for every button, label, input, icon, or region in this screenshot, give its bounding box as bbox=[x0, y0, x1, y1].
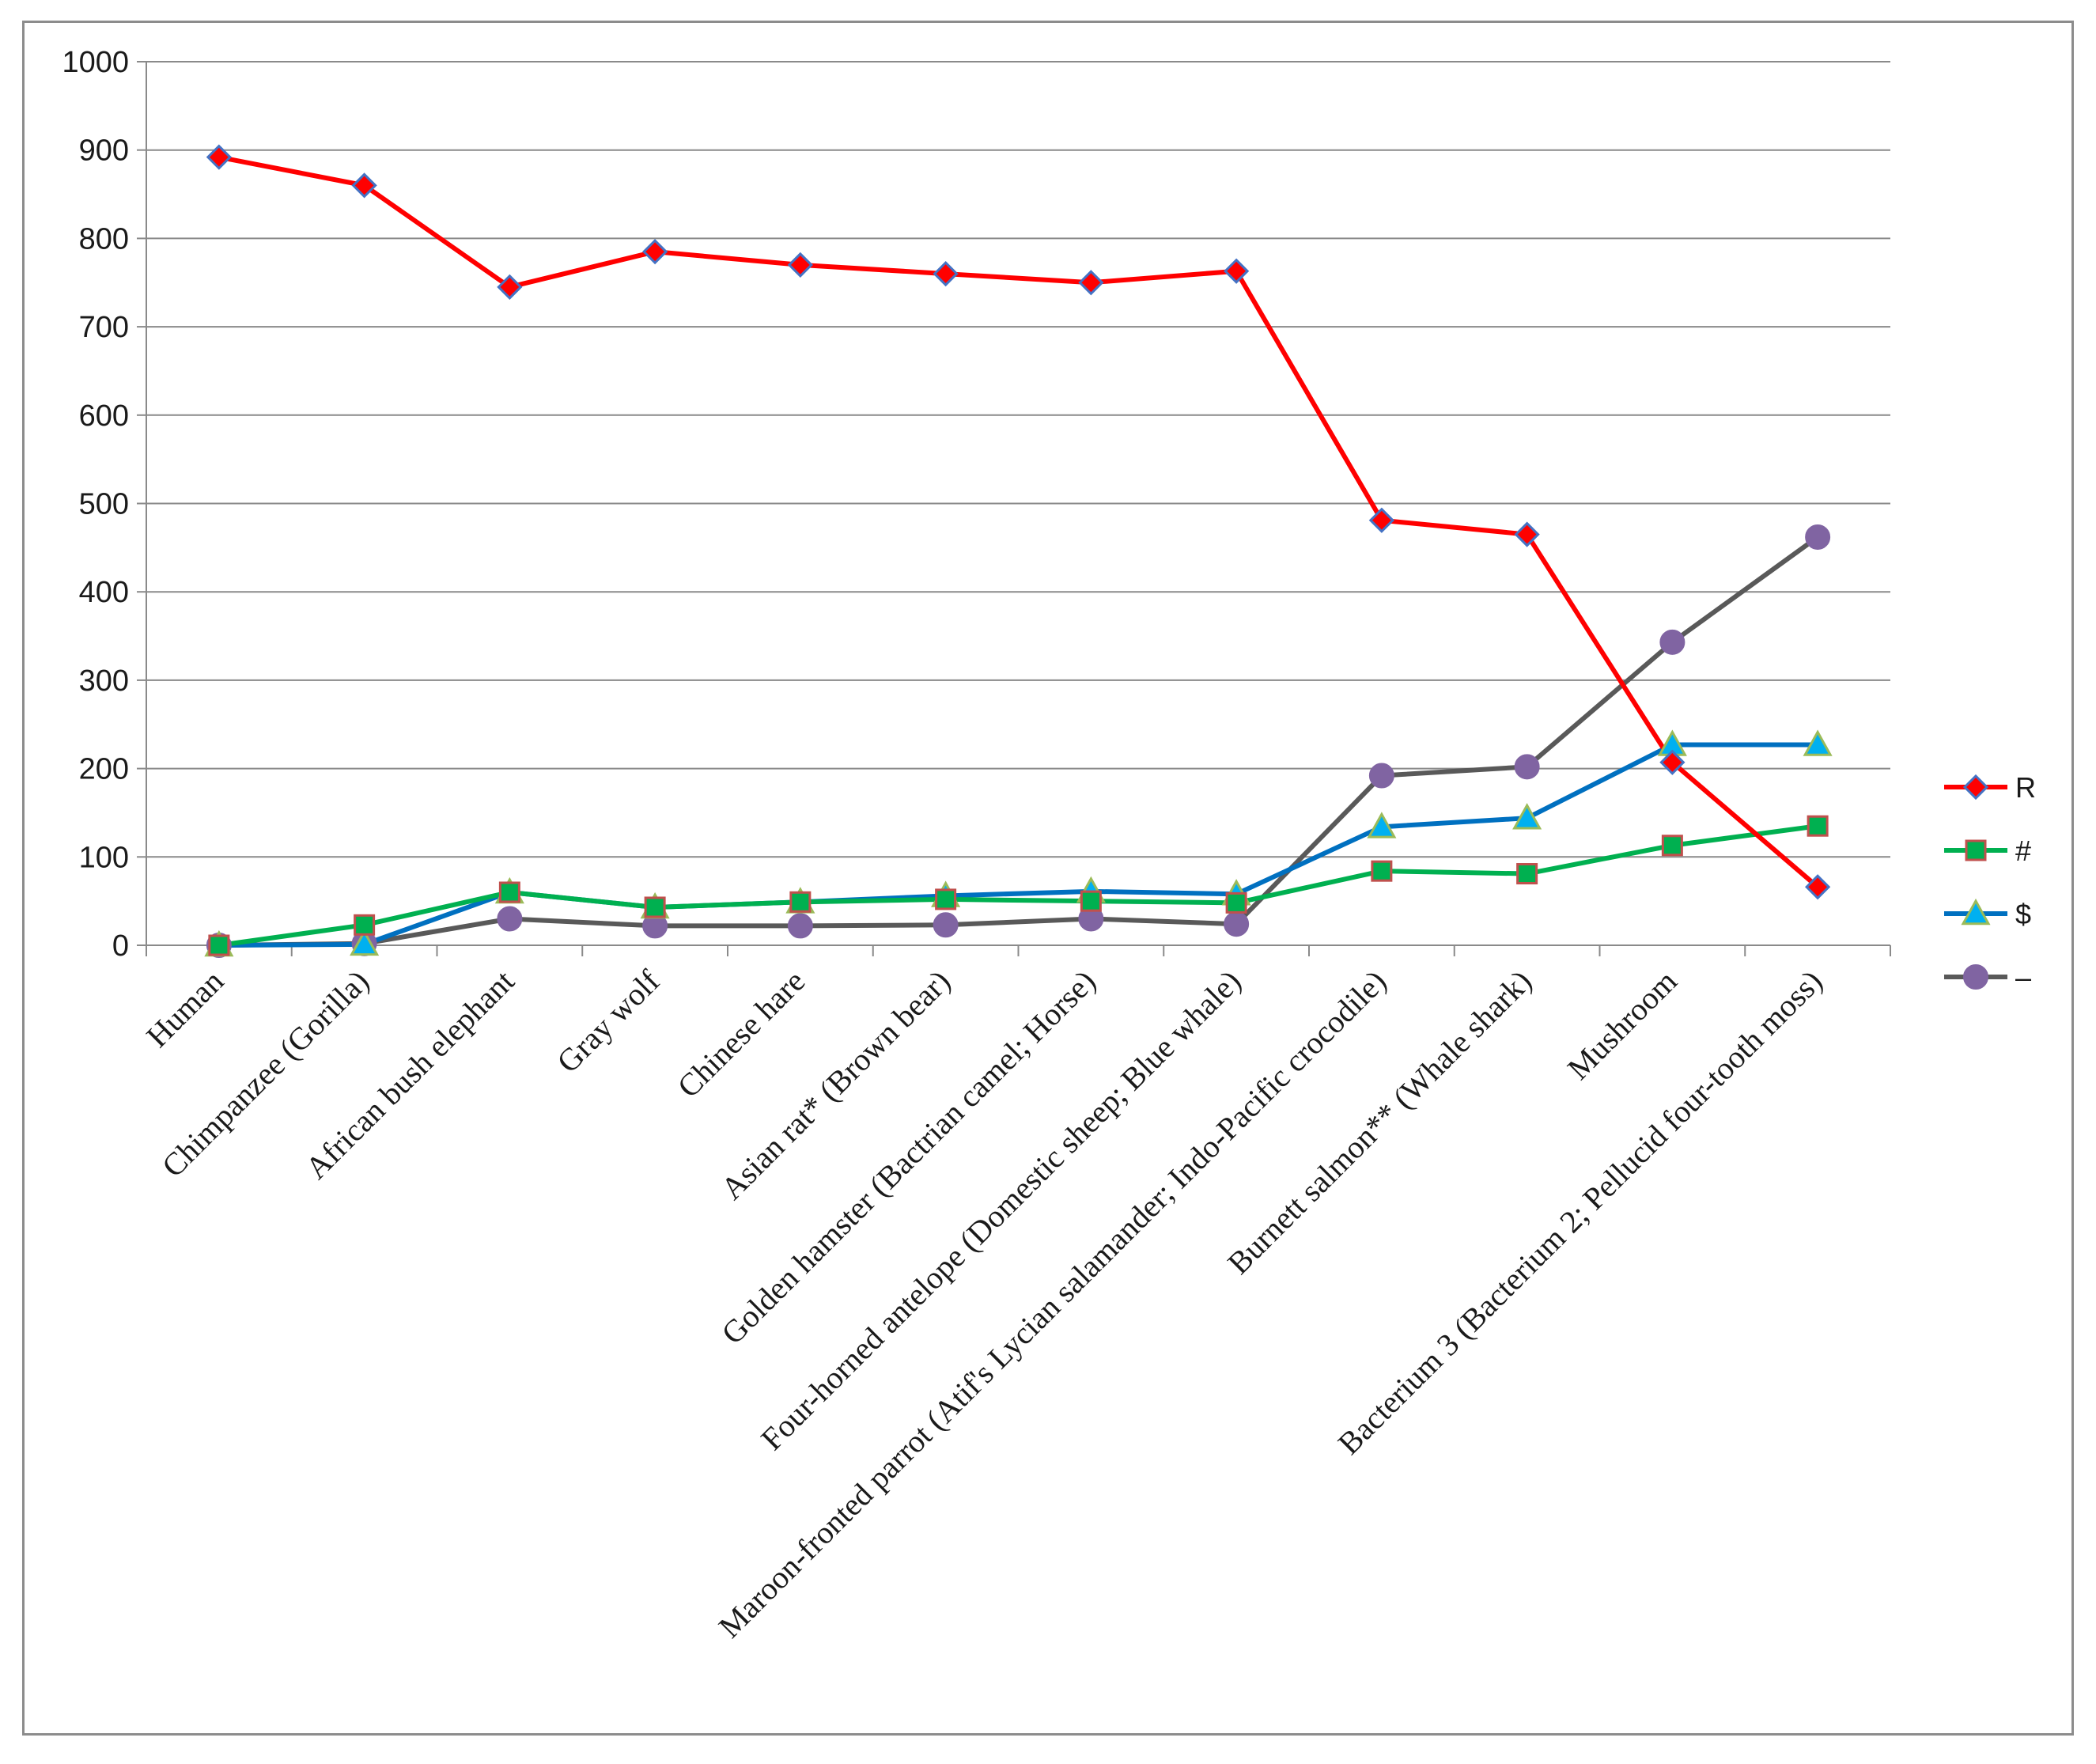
y-tick-label: 400 bbox=[79, 576, 129, 609]
series-lines bbox=[216, 154, 1821, 948]
series-markers-2 bbox=[208, 815, 1829, 956]
y-tick-label: 700 bbox=[79, 311, 129, 344]
data-point bbox=[206, 144, 232, 170]
data-point bbox=[1803, 729, 1833, 756]
y-tick-label: 600 bbox=[79, 399, 129, 433]
data-point bbox=[498, 881, 520, 903]
data-point bbox=[933, 260, 959, 287]
y-axis: 0 100 200 300 400 500 600 700 800 900 1000 bbox=[62, 46, 147, 963]
legend-label: # bbox=[2015, 835, 2031, 867]
series-line-3 bbox=[216, 742, 1821, 948]
gridlines bbox=[146, 61, 1890, 946]
x-tick-label: Gray wolf bbox=[550, 963, 667, 1080]
legend-marker bbox=[1962, 774, 1989, 801]
series-line-2 bbox=[216, 823, 1821, 948]
legend-label: R bbox=[2015, 771, 2036, 804]
data-point bbox=[1368, 507, 1394, 533]
legend-label: $ bbox=[2015, 898, 2031, 930]
data-point bbox=[935, 888, 957, 910]
data-point bbox=[1080, 890, 1102, 912]
data-point bbox=[497, 906, 523, 932]
series-line-1 bbox=[216, 154, 1821, 890]
legend-item: – bbox=[1944, 961, 2031, 994]
legend-label: – bbox=[2015, 961, 2031, 994]
data-point bbox=[1225, 891, 1247, 914]
x-tick-label: Mushroom bbox=[1561, 963, 1684, 1087]
data-point bbox=[354, 914, 376, 936]
x-tick-label: Burnett salmon** (Whale shark) bbox=[1220, 963, 1538, 1281]
chart-frame bbox=[22, 21, 2074, 1736]
data-point bbox=[497, 274, 523, 300]
legend: R # $ – bbox=[1944, 771, 2036, 994]
y-tick-label: 200 bbox=[79, 753, 129, 786]
x-tick-label: Human bbox=[139, 963, 230, 1054]
data-point bbox=[1805, 524, 1831, 550]
y-tick-label: 900 bbox=[79, 134, 129, 168]
data-point bbox=[1661, 835, 1683, 857]
data-point bbox=[1224, 258, 1250, 284]
series-markers-1 bbox=[206, 144, 1831, 900]
legend-item: R bbox=[1944, 771, 2036, 804]
series-line-4 bbox=[216, 534, 1821, 948]
y-tick-label: 300 bbox=[79, 664, 129, 698]
data-point bbox=[1368, 763, 1394, 789]
y-tick-label: 500 bbox=[79, 488, 129, 521]
data-point bbox=[787, 252, 813, 278]
data-point bbox=[351, 172, 377, 199]
data-point bbox=[642, 239, 668, 265]
data-point bbox=[789, 891, 812, 913]
data-point bbox=[1078, 270, 1104, 296]
x-tick-label: Bacterium 3 (Bacterium 2; Pellucid four-… bbox=[1331, 963, 1829, 1462]
y-tick-label: 1000 bbox=[62, 46, 129, 79]
x-tick-label: Chinese hare bbox=[671, 963, 812, 1105]
data-point bbox=[1807, 815, 1829, 837]
data-point bbox=[1659, 749, 1686, 775]
data-point bbox=[1224, 911, 1250, 937]
legend-marker bbox=[1963, 964, 1988, 990]
data-point bbox=[1371, 860, 1393, 882]
data-point bbox=[1512, 803, 1542, 830]
data-point bbox=[1514, 754, 1540, 780]
data-point bbox=[1367, 812, 1397, 838]
x-tick-label: Four-horned antelope (Domestic sheep; Bl… bbox=[754, 963, 1247, 1457]
y-tick-label: 100 bbox=[79, 841, 129, 874]
y-tick-label: 0 bbox=[112, 929, 129, 963]
legend-item: # bbox=[1944, 835, 2031, 867]
legend-marker bbox=[1965, 839, 1987, 861]
legend-marker bbox=[1961, 898, 1991, 926]
x-tick-label: Maroon-fronted parrot (Atif's Lycian sal… bbox=[712, 963, 1394, 1645]
data-point bbox=[787, 913, 813, 939]
data-point bbox=[1659, 629, 1686, 655]
series-markers bbox=[204, 144, 1833, 958]
legend-item: $ bbox=[1944, 898, 2031, 930]
data-point bbox=[933, 912, 959, 938]
y-tick-label: 800 bbox=[79, 222, 129, 256]
data-point bbox=[1805, 874, 1831, 900]
data-point bbox=[208, 934, 230, 956]
data-point bbox=[1514, 521, 1540, 547]
data-point bbox=[1516, 863, 1538, 885]
data-point bbox=[350, 929, 380, 956]
data-point bbox=[644, 896, 666, 918]
